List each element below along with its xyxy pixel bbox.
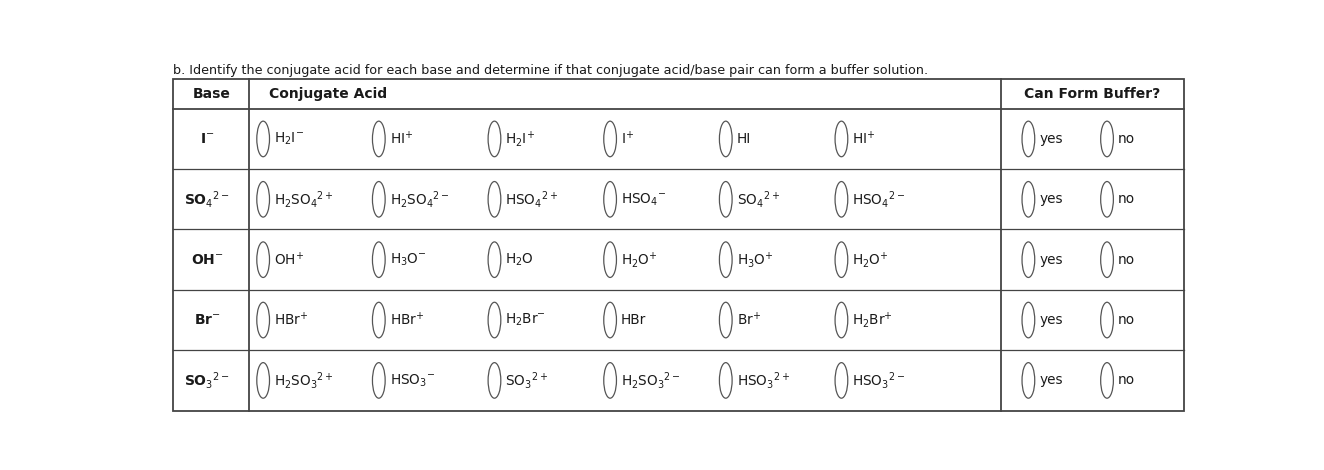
Text: SO$_{4}$$^{2-}$: SO$_{4}$$^{2-}$ [184,189,230,210]
Text: HI: HI [736,132,751,146]
Text: I$^{-}$: I$^{-}$ [200,132,214,146]
Text: Br$^{+}$: Br$^{+}$ [736,312,761,329]
Text: Br$^{-}$: Br$^{-}$ [195,313,221,327]
Text: HBr$^{+}$: HBr$^{+}$ [389,312,424,329]
Text: HSO$_{3}$$^{2+}$: HSO$_{3}$$^{2+}$ [736,370,790,391]
Text: yes: yes [1039,132,1063,146]
Text: H$_{3}$O$^{+}$: H$_{3}$O$^{+}$ [736,250,773,269]
Text: no: no [1117,253,1135,266]
Text: Base: Base [192,87,230,101]
Text: H$_{2}$Br$^{-}$: H$_{2}$Br$^{-}$ [506,312,547,328]
Text: H$_{2}$SO$_{3}$$^{2-}$: H$_{2}$SO$_{3}$$^{2-}$ [621,370,681,391]
Text: H$_{2}$I$^{+}$: H$_{2}$I$^{+}$ [506,129,535,149]
Text: HSO$_{3}$$^{-}$: HSO$_{3}$$^{-}$ [389,372,436,389]
Text: b. Identify the conjugate acid for each base and determine if that conjugate aci: b. Identify the conjugate acid for each … [173,64,928,77]
Text: H$_{2}$SO$_{3}$$^{2+}$: H$_{2}$SO$_{3}$$^{2+}$ [274,370,334,391]
Text: Can Form Buffer?: Can Form Buffer? [1025,87,1161,101]
Text: HSO$_{4}$$^{2-}$: HSO$_{4}$$^{2-}$ [853,189,906,210]
Text: H$_{3}$O$^{-}$: H$_{3}$O$^{-}$ [389,251,426,268]
Text: yes: yes [1039,192,1063,206]
Text: HBr: HBr [621,313,646,327]
Text: HSO$_{4}$$^{-}$: HSO$_{4}$$^{-}$ [621,191,666,208]
Text: yes: yes [1039,374,1063,387]
Text: H$_{2}$O$^{+}$: H$_{2}$O$^{+}$ [853,250,890,269]
Text: yes: yes [1039,313,1063,327]
Text: H$_{2}$SO$_{4}$$^{2+}$: H$_{2}$SO$_{4}$$^{2+}$ [274,189,334,210]
Text: no: no [1117,132,1135,146]
Text: HSO$_{4}$$^{2+}$: HSO$_{4}$$^{2+}$ [506,189,559,210]
Text: HI$^{+}$: HI$^{+}$ [853,130,875,148]
Text: HI$^{+}$: HI$^{+}$ [389,130,413,148]
Text: no: no [1117,374,1135,387]
Text: Conjugate Acid: Conjugate Acid [269,87,387,101]
Text: SO$_{3}$$^{2-}$: SO$_{3}$$^{2-}$ [184,370,230,391]
Text: no: no [1117,192,1135,206]
Text: OH$^{-}$: OH$^{-}$ [191,253,224,266]
Text: HBr$^{+}$: HBr$^{+}$ [274,312,308,329]
Text: I$^{+}$: I$^{+}$ [621,130,634,148]
Text: yes: yes [1039,253,1063,266]
Text: HSO$_{3}$$^{2-}$: HSO$_{3}$$^{2-}$ [853,370,906,391]
Text: SO$_{4}$$^{2+}$: SO$_{4}$$^{2+}$ [736,189,780,210]
Text: SO$_{3}$$^{2+}$: SO$_{3}$$^{2+}$ [506,370,548,391]
Text: OH$^{+}$: OH$^{+}$ [274,251,305,268]
Text: H$_{2}$Br$^{+}$: H$_{2}$Br$^{+}$ [853,310,894,330]
Text: H$_{2}$SO$_{4}$$^{2-}$: H$_{2}$SO$_{4}$$^{2-}$ [389,189,450,210]
Text: H$_{2}$I$^{-}$: H$_{2}$I$^{-}$ [274,131,305,147]
Text: H$_{2}$O$^{+}$: H$_{2}$O$^{+}$ [621,250,658,269]
Text: no: no [1117,313,1135,327]
Text: H$_{2}$O: H$_{2}$O [506,251,534,268]
